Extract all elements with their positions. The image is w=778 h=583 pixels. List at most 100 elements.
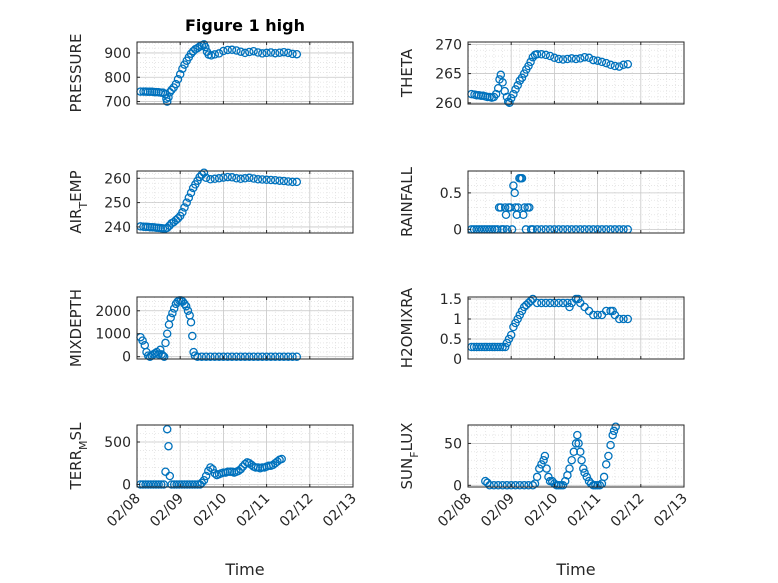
y-tick-label: 0 [453, 352, 462, 368]
data-point [262, 48, 271, 58]
data-point [201, 352, 211, 361]
y-tick-label: 800 [104, 70, 131, 86]
axes-box [136, 424, 354, 488]
data-point [199, 475, 209, 485]
data-point [210, 469, 220, 478]
data-point [513, 314, 522, 324]
y-tick-label: 700 [104, 95, 131, 111]
data-point [168, 308, 177, 318]
plot-area [468, 42, 684, 104]
y-tick-label: 50 [444, 436, 462, 452]
data-point [563, 54, 572, 64]
data-point [558, 481, 568, 490]
air-temp-axes: 240 250 260 AIRTEMP [67, 168, 354, 236]
data-point [601, 58, 611, 68]
data-point [182, 198, 191, 207]
x-tick-label: 02/11 [234, 491, 274, 531]
data-point [502, 338, 512, 348]
data-point [528, 481, 538, 490]
data-point [608, 430, 617, 440]
data-point [266, 48, 276, 57]
data-point [178, 64, 187, 73]
data-point [498, 481, 507, 490]
data-point [623, 59, 633, 69]
data-point [539, 455, 548, 465]
data-point [258, 175, 267, 184]
data-point [501, 210, 511, 220]
data-point [253, 352, 263, 361]
axes-box [467, 170, 685, 234]
data-point [580, 52, 589, 62]
data-point [288, 49, 297, 59]
data-point [188, 331, 197, 341]
data-point [565, 464, 574, 473]
data-point [249, 46, 258, 56]
y-tick-label: 500 [104, 435, 131, 451]
data-point [510, 188, 519, 198]
y-axis-label: THETA [398, 48, 416, 98]
data-point [498, 78, 507, 87]
data-point [537, 298, 546, 308]
data-point [505, 98, 514, 108]
data-point [502, 481, 512, 490]
y-tick-label: 0.5 [440, 332, 462, 348]
data-point [162, 424, 172, 434]
data-point [262, 175, 271, 185]
data-point [532, 298, 542, 308]
data-point [162, 223, 172, 233]
y-tick-label: 270 [435, 37, 462, 53]
y-tick-label: 0 [122, 350, 131, 366]
x-tick-label: 02/10 [521, 491, 561, 531]
data-point [238, 462, 248, 471]
data-point [495, 342, 505, 352]
data-point [249, 352, 258, 361]
data-point [245, 173, 254, 183]
y-tick-label: 240 [104, 220, 131, 236]
data-point [162, 97, 172, 106]
data-point [173, 214, 183, 223]
data-point [164, 441, 173, 451]
data-point [279, 47, 289, 57]
y-axis-label: AIRTEMP [67, 170, 90, 233]
data-point [210, 50, 220, 59]
data-point [165, 471, 175, 481]
data-point [496, 70, 506, 80]
data-point [166, 313, 175, 322]
data-point [275, 48, 284, 57]
axes-box [136, 41, 354, 105]
y-tick-label: 265 [435, 67, 462, 83]
rainfall-axes: 0 0.5 RAINFALL [398, 166, 685, 238]
data-point [207, 51, 216, 60]
data-point [606, 440, 615, 450]
data-point [236, 174, 245, 184]
data-point [614, 314, 624, 324]
data-point [164, 92, 173, 102]
data-point [545, 298, 555, 308]
plot-area [137, 425, 353, 487]
pressure-axes: 700 800 900 PRESSURE [67, 34, 354, 113]
data-point [195, 172, 204, 182]
x-tick-label: 02/13 [320, 491, 360, 531]
y-axis-label: PRESSURE [67, 34, 85, 113]
data-point [275, 352, 284, 361]
data-point [537, 50, 546, 59]
data-point [156, 480, 166, 489]
data-point [589, 310, 598, 320]
data-point [275, 176, 284, 185]
data-point [154, 350, 163, 359]
data-point [580, 468, 589, 478]
data-point [266, 352, 276, 361]
data-point [223, 352, 232, 361]
x-axis-label: Time [224, 560, 264, 579]
data-point [576, 447, 585, 457]
data-point [277, 454, 286, 464]
figure-title: Figure 1 high [185, 16, 305, 35]
data-point [541, 298, 551, 308]
data-point [193, 352, 202, 361]
data-point [161, 338, 170, 348]
y-tick-label: 0 [453, 478, 462, 494]
data-point [266, 175, 276, 185]
data-point [283, 48, 293, 58]
data-point [206, 175, 215, 184]
